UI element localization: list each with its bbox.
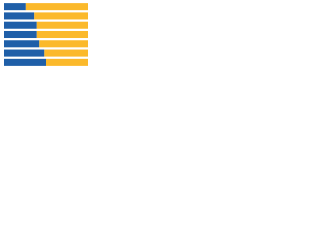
- bar-segment: [4, 40, 40, 48]
- bar-segment: [4, 58, 46, 66]
- bar-segment: [39, 40, 88, 48]
- bar-segment: [34, 12, 88, 20]
- bar-segment: [4, 12, 35, 20]
- bar-segment: [44, 49, 88, 57]
- bar-segment: [36, 21, 88, 29]
- page: {"chart_data": {"type": "bar", "orientat…: [0, 0, 100, 71]
- bar-segment: [4, 49, 45, 57]
- bar-segment: [25, 3, 88, 11]
- bar-segment: [46, 58, 88, 66]
- bar-segment: [4, 21, 37, 29]
- bar-segment: [36, 30, 88, 39]
- bar-segment: [4, 30, 37, 39]
- bar-segment: [4, 3, 26, 11]
- chart: [4, 3, 88, 66]
